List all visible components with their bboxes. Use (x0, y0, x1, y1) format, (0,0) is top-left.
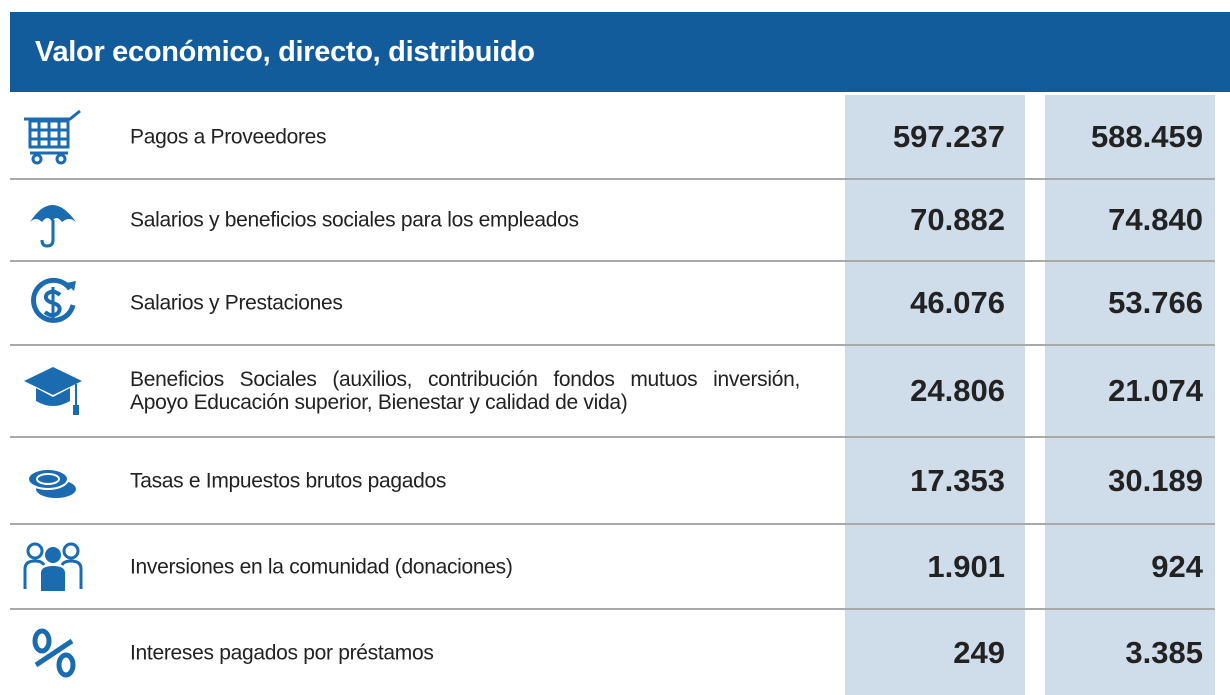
row-label: Beneficios Sociales (auxilios, contribuc… (130, 368, 800, 414)
value: 588.459 (1090, 118, 1203, 154)
table-row: Intereses pagados por préstamos 249 3.38… (10, 610, 1215, 695)
coins-icon (27, 467, 76, 498)
table-row: Tasas e Impuestos brutos pagados 17.353 … (10, 438, 1215, 525)
graduation-icon (24, 367, 82, 415)
row-label: Tasas e Impuestos brutos pagados (130, 469, 447, 492)
header: Valor económico, directo, distribuido (10, 12, 1230, 92)
value: 24.806 (910, 373, 1005, 408)
percent-icon (32, 628, 76, 677)
value: 30.189 (1108, 462, 1203, 498)
value: 17.353 (910, 462, 1005, 498)
money-icon (31, 277, 76, 323)
cart-icon (24, 109, 81, 164)
table-row: Inversiones en la comunidad (donaciones)… (10, 525, 1215, 610)
row-label: Salarios y beneficios sociales para los … (130, 208, 579, 232)
row-label: Intereses pagados por préstamos (130, 641, 434, 664)
value: 597.237 (892, 118, 1005, 154)
row-label: Pagos a Proveedores (130, 125, 327, 148)
value: 1.901 (927, 548, 1005, 584)
column-background (845, 95, 1025, 695)
row-label: Salarios y Prestaciones (130, 291, 343, 315)
table-row: Beneficios Sociales (auxilios, contribuc… (10, 346, 1215, 438)
value: 3.385 (1125, 634, 1203, 670)
value: 53.766 (1108, 285, 1203, 320)
header-title: Valor económico, directo, distribuido (35, 36, 535, 68)
value: 74.840 (1108, 202, 1203, 237)
table-row: Pagos a Proveedores 597.237 588.459 (10, 95, 1215, 180)
value: 70.882 (910, 202, 1005, 237)
column-background (1045, 95, 1215, 695)
table-row: Salarios y Prestaciones 46.076 53.766 (10, 262, 1215, 346)
value: 249 (953, 634, 1005, 670)
people-icon (23, 542, 83, 591)
row-label: Inversiones en la comunidad (donaciones) (130, 555, 513, 578)
umbrella-icon (30, 205, 76, 248)
value: 46.076 (910, 285, 1005, 320)
value: 924 (1151, 548, 1203, 584)
value: 21.074 (1108, 373, 1203, 408)
table-row: Salarios y beneficios sociales para los … (10, 180, 1215, 262)
